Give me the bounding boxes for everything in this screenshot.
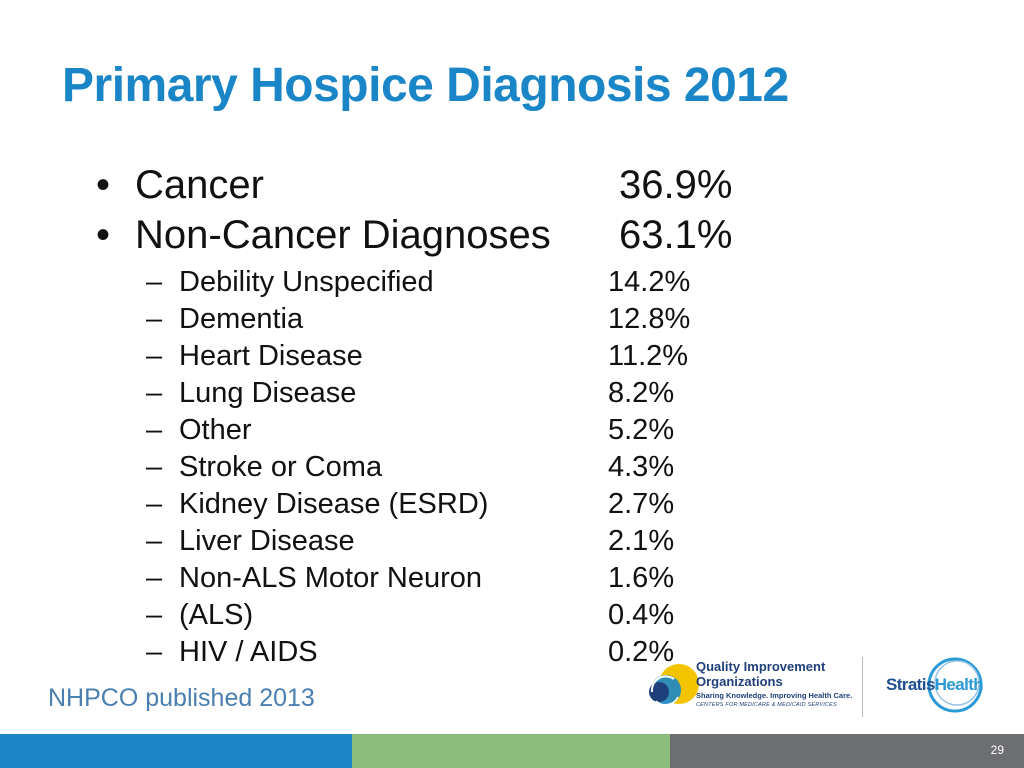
sub-item-liver-disease: – Liver Disease 2.1% [96,523,816,560]
sub-marker: – [146,488,163,520]
sub-marker: – [146,303,163,335]
qio-subline: CENTERS FOR MEDICARE & MEDICAID SERVICES [696,702,837,708]
sub-marker: – [146,636,163,668]
sub-item-other: – Other 5.2% [96,412,816,449]
sub-item-non-als-motor-neuron: – Non-ALS Motor Neuron 1.6% [96,560,816,597]
qio-logo-text: Quality Improvement Organizations Sharin… [696,659,856,709]
sub-label: Stroke or Coma [179,451,383,483]
qio-tagline: Sharing Knowledge. Improving Health Care… [696,691,853,700]
footer-band-green [352,734,670,768]
sub-marker: – [146,377,163,409]
sub-value: 11.2% [608,340,689,372]
sub-label: HIV / AIDS [179,636,318,668]
qio-line1: Quality Improvement [696,659,826,674]
sub-value: 2.7% [608,488,675,520]
sub-item-debility: – Debility Unspecified 14.2% [96,264,816,301]
footer-band: 29 [0,734,1024,768]
sub-label: Kidney Disease (ESRD) [179,488,489,520]
sub-item-stroke-coma: – Stroke or Coma 4.3% [96,449,816,486]
sub-label: Liver Disease [179,525,355,557]
sub-item-hiv-aids: – HIV / AIDS 0.2% [96,634,816,671]
footer-band-blue [0,734,352,768]
sub-item-dementia: – Dementia 12.8% [96,301,816,338]
slide-title: Primary Hospice Diagnosis 2012 [62,59,789,112]
sub-value: 0.2% [608,636,675,668]
qio-logo: Quality Improvement Organizations Sharin… [644,655,854,717]
qio-line2: Organizations [696,674,783,689]
logo-divider [862,657,863,717]
sub-marker: – [146,525,163,557]
sub-item-lung-disease: – Lung Disease 8.2% [96,375,816,412]
bullet-marker: • [96,163,111,207]
sub-marker: – [146,562,163,594]
sub-bullet-list: – Debility Unspecified 14.2% – Dementia … [96,264,816,671]
sub-label: (ALS) [179,599,254,631]
sub-label: Debility Unspecified [179,266,434,298]
sub-label: Lung Disease [179,377,357,409]
footer-band-gray [670,734,1024,768]
sub-value: 12.8% [608,303,691,335]
bullet-value: 36.9% [619,163,733,207]
sub-label: Other [179,414,252,446]
sub-item-als: – (ALS) 0.4% [96,597,816,634]
stratis-word-part1: Stratis [886,675,935,694]
bullet-label: Non-Cancer Diagnoses [135,213,551,257]
bullet-value: 63.1% [619,213,733,257]
sub-value: 14.2% [608,266,691,298]
sub-value: 0.4% [608,599,675,631]
sub-item-kidney-disease: – Kidney Disease (ESRD) 2.7% [96,486,816,523]
sub-item-heart-disease: – Heart Disease 11.2% [96,338,816,375]
bullet-item-cancer: • Cancer 36.9% [96,160,816,210]
bullet-list: • Cancer 36.9% • Non-Cancer Diagnoses 63… [96,160,816,671]
bullet-item-non-cancer: • Non-Cancer Diagnoses 63.1% [96,210,816,260]
page-number: 29 [990,743,1004,757]
bullet-marker: • [96,213,111,257]
sub-marker: – [146,599,163,631]
sub-marker: – [146,340,163,372]
sub-label: Non-ALS Motor Neuron [179,562,483,594]
sub-value: 8.2% [608,377,675,409]
qio-logo-icon [649,664,699,706]
stratis-word-part2: Health [934,675,984,694]
sub-marker: – [146,451,163,483]
source-citation: NHPCO published 2013 [48,684,315,712]
stratis-health-logo: StratisHealth [880,655,1000,717]
stratis-ring-icon [927,657,983,713]
sub-label: Heart Disease [179,340,363,372]
sub-marker: – [146,266,163,298]
sub-value: 1.6% [608,562,675,594]
bullet-label: Cancer [135,163,264,207]
sub-value: 5.2% [608,414,675,446]
sub-label: Dementia [179,303,304,335]
sub-value: 4.3% [608,451,675,483]
stratis-wordmark: StratisHealth [886,675,984,695]
sub-marker: – [146,414,163,446]
sub-value: 2.1% [608,525,675,557]
